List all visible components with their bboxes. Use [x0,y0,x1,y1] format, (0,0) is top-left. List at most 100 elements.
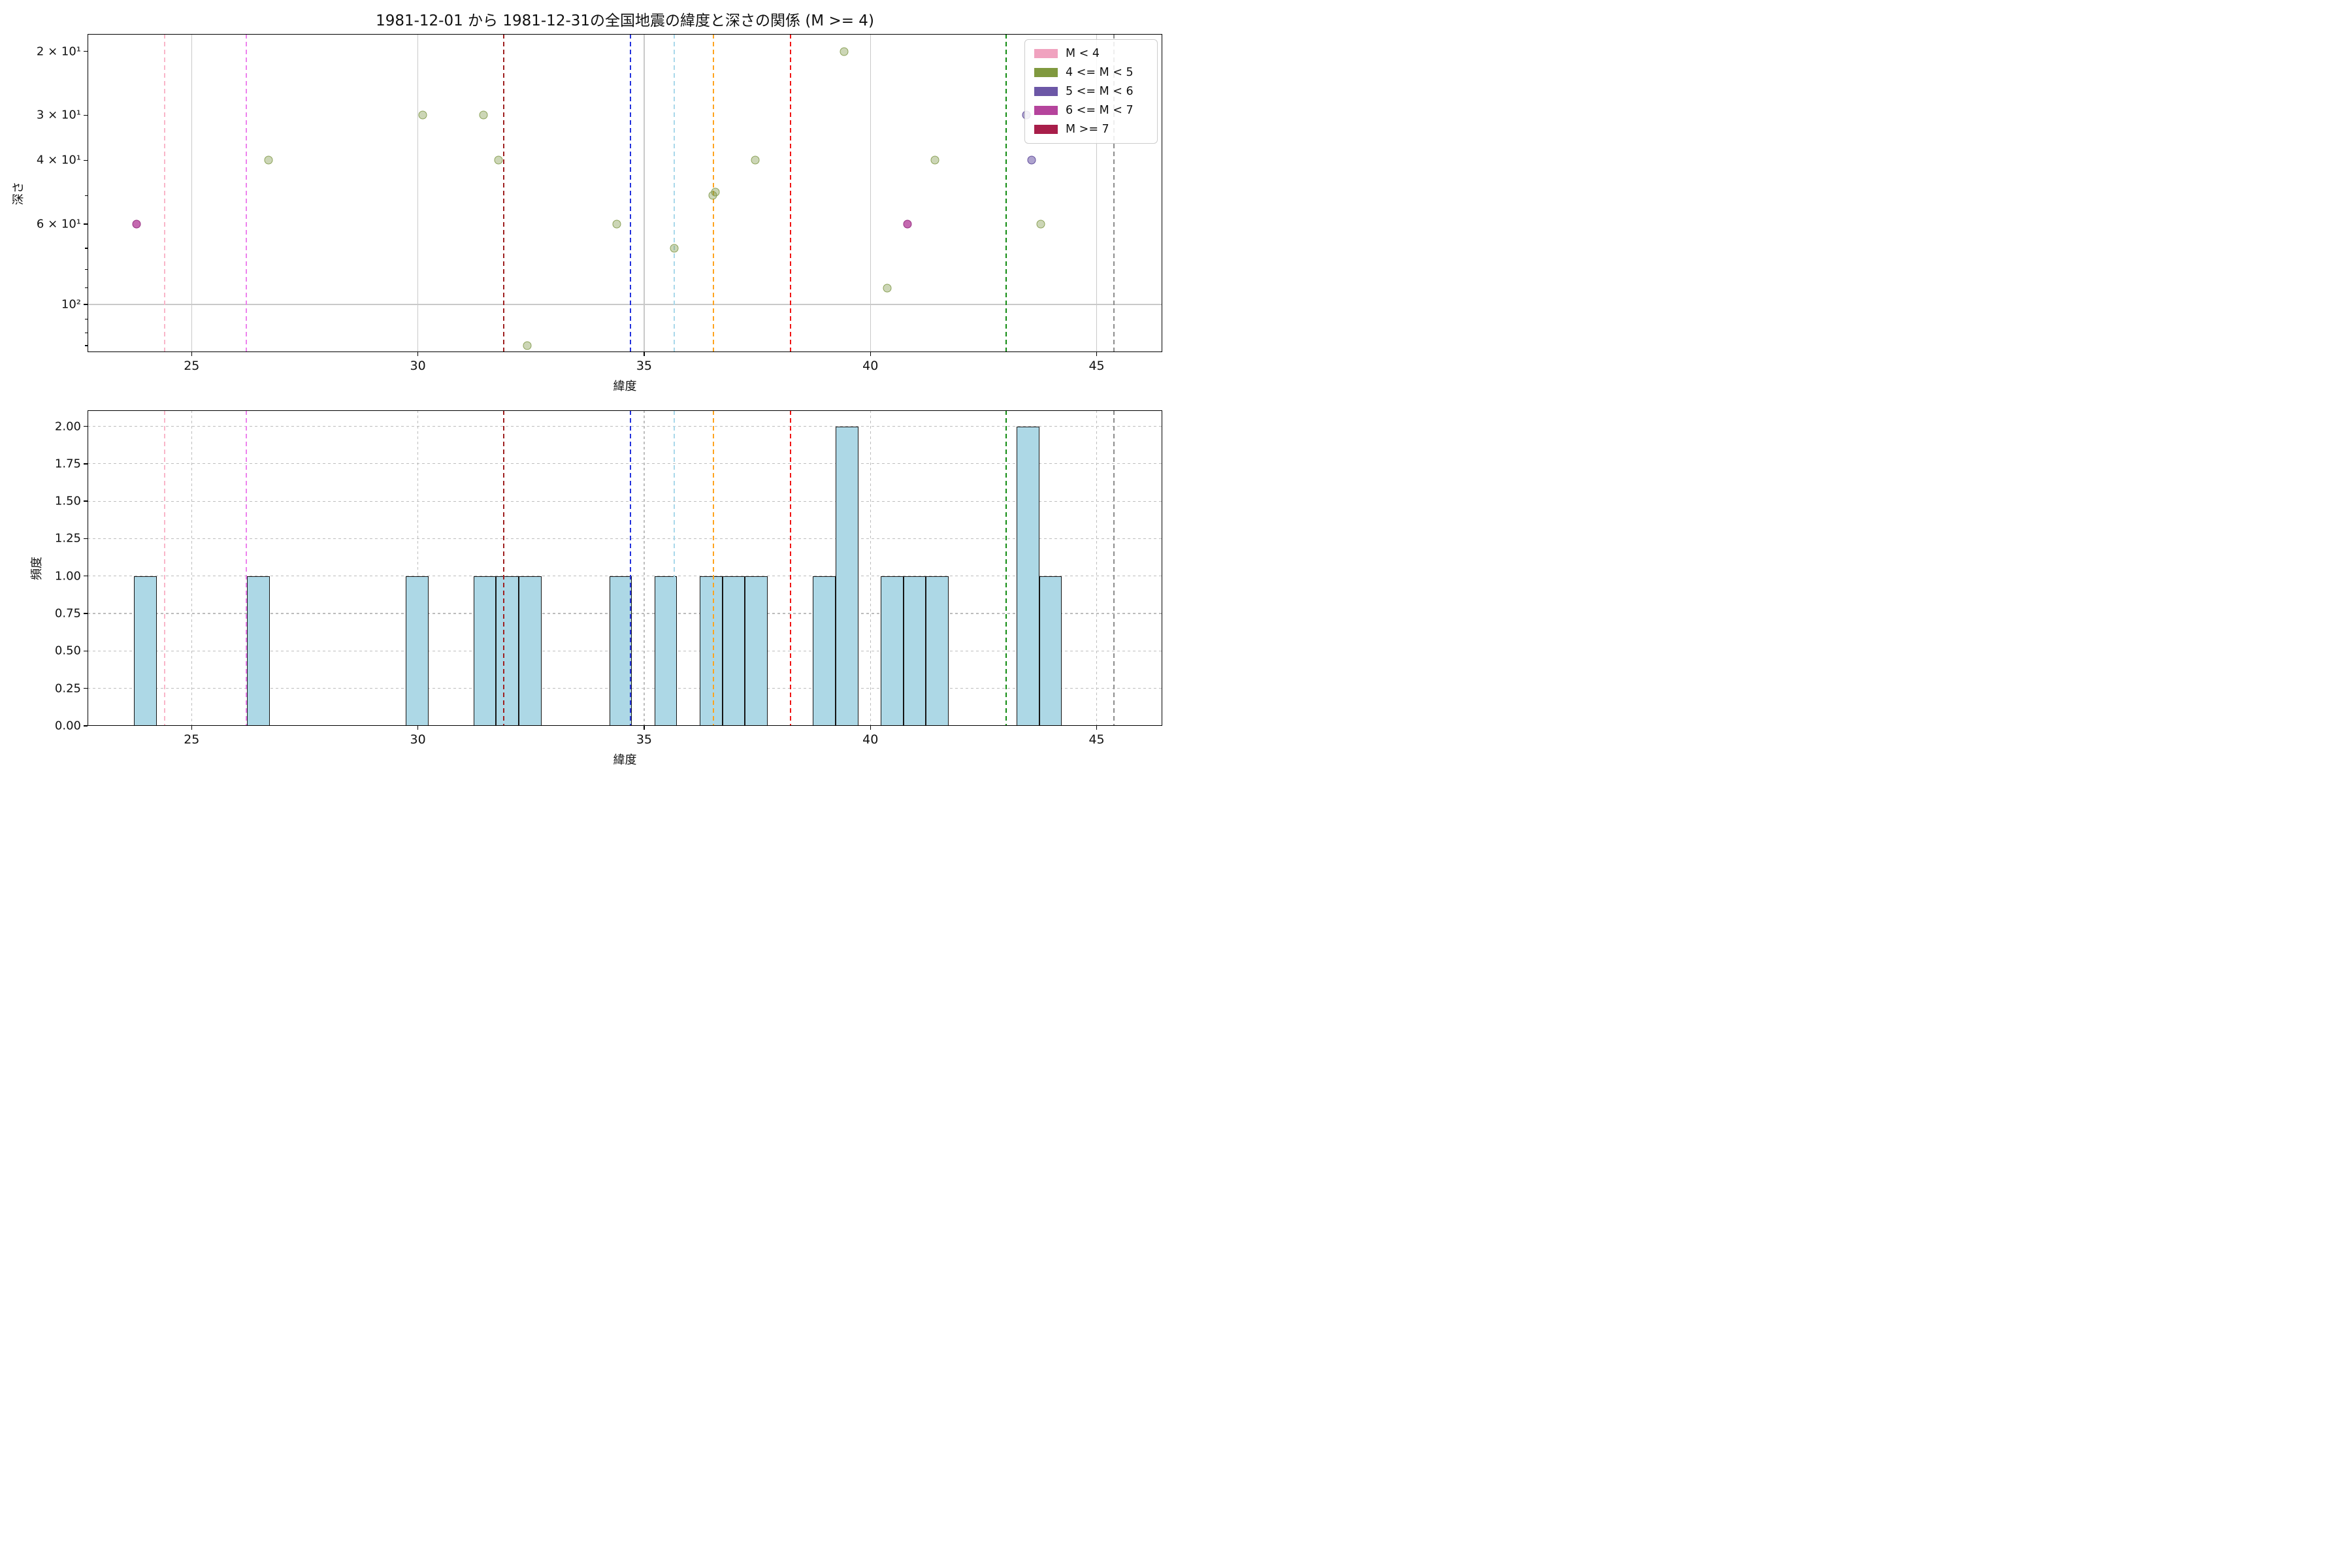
hist-bar [722,576,745,726]
legend-entry: M >= 7 [1034,123,1148,136]
gridline-x [870,410,871,726]
hist-bar [1016,426,1039,726]
histogram-axes [88,410,1162,726]
x-tick [870,352,871,356]
chart-title: 1981-12-01 から 1981-12-31の全国地震の緯度と深さの関係 (… [376,12,874,29]
city-vline [163,34,165,352]
gridline-x [191,34,192,352]
scatter-point [1036,220,1045,229]
city-vline [1113,34,1115,352]
city-vline [503,34,505,352]
scatter-point [883,284,892,293]
y-tick-label: 10² [61,297,81,312]
y-tick [84,725,88,727]
y-tick-label: 0.25 [54,681,81,696]
scatter-point [751,155,760,165]
x-tick [191,726,192,730]
hist-bar [745,576,768,726]
x-tick [417,352,419,356]
y-tick-label: 2.00 [54,419,81,434]
y-tick-label: 2 × 10¹ [36,44,81,59]
y-tick-label: 1.00 [54,569,81,583]
y-axis-label-depth: 深さ [12,181,25,205]
hist-bar [813,576,836,726]
scatter-axes [88,34,1162,352]
city-vline [503,410,505,726]
city-vline [712,410,714,726]
x-tick [191,352,192,356]
legend-entry: 6 <= M < 7 [1034,104,1148,117]
hist-bar [496,576,519,726]
hist-bar [700,576,723,726]
gridline-y [88,538,1162,540]
legend-entry: 5 <= M < 6 [1034,85,1148,98]
gridline-x [417,410,419,726]
y-tick-label: 1.75 [54,457,81,471]
city-vline [1005,34,1007,352]
hist-bar [835,426,858,726]
legend-label: M < 4 [1066,47,1100,60]
x-tick [1096,726,1098,730]
y-tick-label: 0.50 [54,644,81,658]
x-axis-label-bottom: 緯度 [613,753,637,767]
y-tick [84,50,88,52]
gridline-x [417,34,419,352]
y-tick-label: 6 × 10¹ [36,217,81,231]
x-tick-label: 45 [1088,359,1105,373]
x-tick [1096,352,1098,356]
scatter-point [711,188,720,197]
legend-entry: M < 4 [1034,47,1148,60]
x-tick-label: 30 [410,359,426,373]
hist-bar [473,576,497,726]
scatter-point [670,244,679,253]
scatter-point [494,155,503,165]
scatter-point [418,110,427,120]
x-tick-label: 35 [636,359,653,373]
legend-entry: 4 <= M < 5 [1034,66,1148,79]
scatter-point [903,220,912,229]
scatter-point [132,220,141,229]
city-vline [790,410,792,726]
hist-bar [926,576,949,726]
legend-label: M >= 7 [1066,123,1109,136]
y-tick-label: 3 × 10¹ [36,108,81,122]
x-axis-label-top: 緯度 [613,380,637,393]
hist-bar [609,576,632,726]
x-tick-label: 30 [410,732,426,747]
earthquake-figure: 1981-12-01 から 1981-12-31の全国地震の緯度と深さの関係 (… [0,0,1176,784]
city-vline [673,34,675,352]
hist-bar [405,576,429,726]
city-vline [246,410,248,726]
scatter-point [840,47,849,56]
y-tick [84,463,88,465]
scatter-point [479,110,488,120]
y-tick [84,687,88,689]
city-vline [163,410,165,726]
x-tick [417,726,419,730]
city-vline [630,34,632,352]
legend: M < 4 4 <= M < 5 5 <= M < 6 6 <= M < 7 M >= … [1024,39,1158,144]
hist-bar [903,576,926,726]
y-minor-tick [85,195,88,196]
city-vline [246,34,248,352]
hist-bar [881,576,904,726]
hist-bar [519,576,542,726]
hist-bar [247,576,270,726]
y-tick-label: 1.50 [54,494,81,508]
city-vline [790,34,792,352]
x-tick-label: 25 [184,732,200,747]
hist-bar [1039,576,1062,726]
y-tick [84,114,88,116]
x-tick-label: 40 [862,359,879,373]
x-tick-label: 40 [862,732,879,747]
legend-swatch [1034,87,1058,96]
y-tick-label: 0.75 [54,606,81,621]
legend-label: 4 <= M < 5 [1066,66,1134,79]
y-tick-label: 1.25 [54,531,81,546]
y-tick [84,223,88,225]
y-minor-tick [85,287,88,289]
city-vline [673,410,675,726]
x-tick [870,726,871,730]
legend-swatch [1034,125,1058,134]
y-minor-tick [85,269,88,270]
